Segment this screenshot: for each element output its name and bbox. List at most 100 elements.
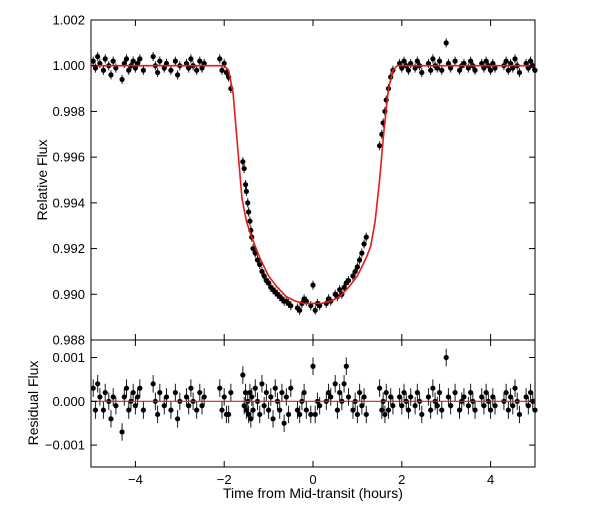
residual-data-point xyxy=(448,403,454,409)
light-curve-data-point xyxy=(425,60,432,67)
residual-data-point xyxy=(359,403,365,409)
light-curve-data-point xyxy=(197,58,203,64)
residual-data-point xyxy=(456,407,463,413)
residual-data-point xyxy=(135,394,141,400)
light-curve-data-point xyxy=(252,250,258,256)
light-curve-ytick-label: 1.002 xyxy=(52,13,85,28)
residual-data-point xyxy=(481,403,487,409)
light-curve-data-point xyxy=(430,56,436,62)
residual-data-point xyxy=(266,407,272,413)
light-curve-data-point xyxy=(288,303,294,309)
residual-data-point xyxy=(246,411,252,418)
light-curve-data-point xyxy=(241,165,247,172)
residual-data-point xyxy=(510,403,516,409)
residual-data-point xyxy=(377,385,383,391)
residual-data-point xyxy=(186,403,192,409)
light-curve-data-point xyxy=(357,257,363,263)
residual-data-point xyxy=(382,411,388,418)
residual-data-point xyxy=(430,385,436,391)
light-curve-model-curve xyxy=(91,64,535,305)
residual-data-point xyxy=(252,385,258,391)
light-curve-data-point xyxy=(503,58,509,64)
light-curve-data-point xyxy=(250,245,256,252)
light-curve-ytick-label: 0.990 xyxy=(52,287,85,302)
light-curve-data-point xyxy=(488,67,494,73)
light-curve-data-point xyxy=(419,69,425,76)
light-curve-data-point xyxy=(199,65,205,71)
light-curve-data-point xyxy=(512,56,518,62)
residual-data-point xyxy=(523,394,529,400)
residual-data-point xyxy=(140,407,146,413)
residual-marks xyxy=(90,348,538,441)
light-curve-data-point xyxy=(217,56,223,62)
residual-ytick-label: 0.001 xyxy=(52,350,85,365)
light-curve-axes: 0.988 0.990 0.992 0.994 0.996 0.998 1.000 1.002 xyxy=(52,13,535,348)
residual-ytick-label: 0.000 xyxy=(52,394,85,409)
light-curve-data-point xyxy=(132,65,138,71)
residual-data-point xyxy=(121,394,127,400)
light-curve-ytick-label: 0.998 xyxy=(52,104,85,119)
residual-data-point xyxy=(297,411,303,418)
residual-data-point xyxy=(328,394,334,400)
residual-data-point xyxy=(228,389,234,396)
residual-data-point xyxy=(301,389,307,396)
light-curve-data-point xyxy=(523,60,529,67)
light-curve-data-point xyxy=(525,65,531,71)
light-curve-data-point xyxy=(527,58,534,64)
light-curve-data-point xyxy=(194,67,200,73)
light-curve-data-point xyxy=(95,53,101,60)
residual-data-point xyxy=(332,381,338,387)
residual-ytick-label: −0.001 xyxy=(45,438,85,453)
residual-data-point xyxy=(288,385,294,391)
residual-data-point xyxy=(399,403,405,409)
light-curve-data-point xyxy=(456,67,463,73)
light-curve-data-point xyxy=(150,53,156,60)
residual-data-point xyxy=(221,394,227,400)
residual-data-point xyxy=(272,385,278,391)
residual-data-point xyxy=(281,420,287,426)
residual-data-point xyxy=(168,407,174,413)
light-curve-data-point xyxy=(223,69,230,76)
residual-data-point xyxy=(249,394,255,400)
residual-data-point xyxy=(279,389,285,396)
light-curve-data-point xyxy=(110,58,116,64)
residual-data-point xyxy=(240,372,246,378)
residual-data-point xyxy=(488,407,494,413)
residual-data-point xyxy=(263,389,269,396)
light-curve-data-point xyxy=(434,65,440,71)
light-curve-data-point xyxy=(161,65,167,71)
residual-data-point xyxy=(132,403,138,409)
residual-xlabel: Time from Mid-transit (hours) xyxy=(223,485,403,501)
residual-xtick-label: −2 xyxy=(217,472,232,487)
light-curve-data-point xyxy=(507,60,514,67)
light-curve-data-point xyxy=(201,60,207,67)
light-curve-data-point xyxy=(92,65,99,71)
light-curve-data-point xyxy=(436,58,443,64)
light-curve-data-point xyxy=(108,72,114,78)
residual-data-point xyxy=(257,411,263,418)
light-curve-data-point xyxy=(308,303,314,309)
light-curve-data-point xyxy=(481,65,487,71)
light-curve-data-point xyxy=(445,60,452,67)
light-curve-data-point xyxy=(257,261,263,268)
residual-data-point xyxy=(137,385,143,391)
residual-data-point xyxy=(419,411,425,418)
residual-data-point xyxy=(308,411,314,418)
light-curve-data-point xyxy=(297,307,303,313)
residual-data-point xyxy=(465,403,471,409)
light-curve-ytick-label: 0.988 xyxy=(52,333,85,348)
light-curve-data-point xyxy=(405,67,412,73)
light-curve-data-point xyxy=(377,143,383,149)
light-curve-data-point xyxy=(428,67,434,73)
light-curve-data-point xyxy=(113,65,119,71)
light-curve-data-point xyxy=(100,67,107,73)
residual-data-point xyxy=(439,407,445,413)
residual-data-point xyxy=(241,403,247,409)
residual-data-point xyxy=(317,403,323,409)
residual-axes: −0.001 0.000 0.001 −4 −2 0 2 4 xyxy=(45,340,535,487)
residual-data-point xyxy=(505,407,511,413)
residual-data-point xyxy=(443,354,449,361)
residual-data-point xyxy=(226,411,232,418)
residual-xtick-label: 0 xyxy=(309,472,316,487)
